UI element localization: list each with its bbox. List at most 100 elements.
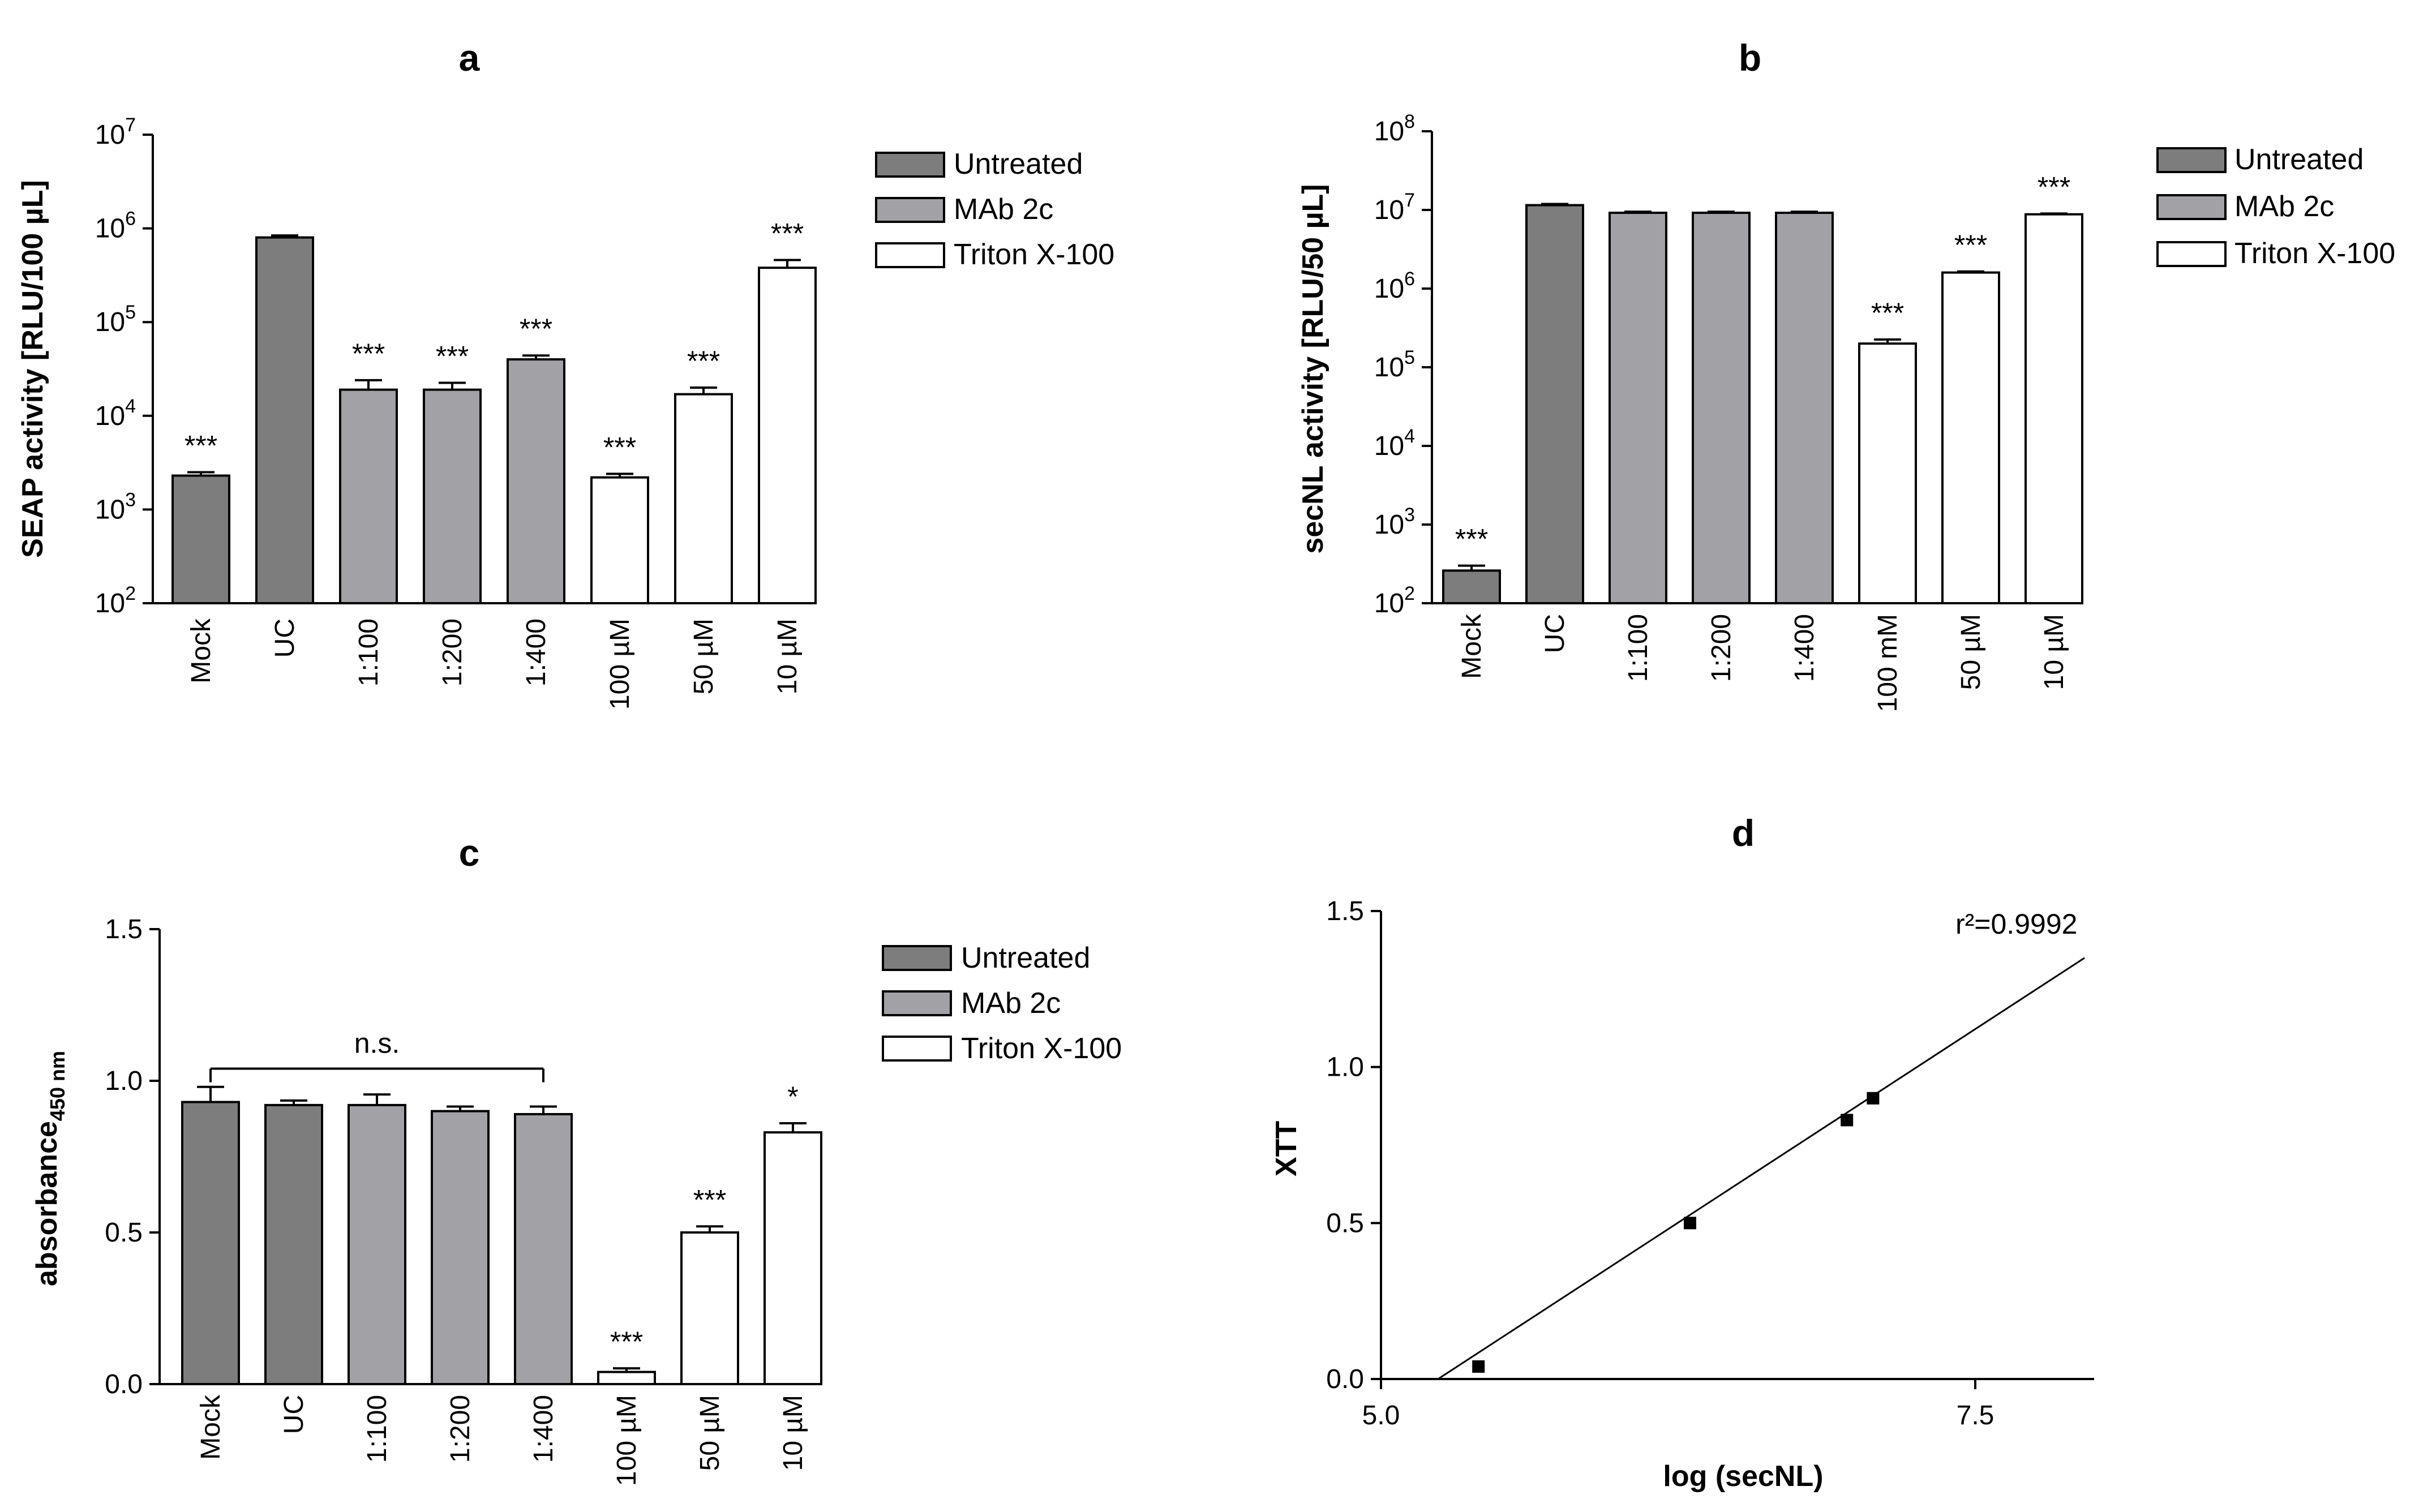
- tick-base: 10: [1374, 589, 1404, 618]
- panel-c-y-tick-label: 0.0: [105, 1369, 143, 1399]
- panel-b-category-label: 1:400: [1790, 614, 1820, 682]
- panel-a-y-tick-label: 106: [95, 208, 136, 244]
- panel-a-significance-marker: ***: [436, 340, 469, 372]
- panel-c-legend: Untreated MAb 2c Triton X-100: [882, 942, 1122, 1065]
- panel-a-significance-marker: ***: [520, 313, 552, 345]
- tick-exponent: 2: [1404, 583, 1415, 604]
- panel-c-category-label: Mock: [196, 1394, 226, 1460]
- panel-d-y-tick-label: 1.5: [1326, 896, 1364, 926]
- legend-swatch-triton: [2156, 241, 2227, 267]
- panel-b-bar-uc: [1525, 204, 1584, 604]
- panel-a-legend: Untreated MAb 2c Triton X-100: [875, 148, 1114, 271]
- panel-a-category-label: 1:400: [521, 618, 551, 686]
- panel-a-y-tick-label: 102: [95, 583, 136, 618]
- panel-b-category-label: 1:200: [1706, 614, 1736, 682]
- panel-b-bar-100-mm: [1858, 342, 1917, 605]
- panel-c-y-axis-title: absorbance450 nm: [31, 1051, 69, 1286]
- panel-a-bar-1-200: [423, 388, 482, 605]
- panel-a-category-label: 1:200: [437, 618, 467, 686]
- panel-a-title: a: [459, 37, 481, 79]
- tick-base: 10: [95, 214, 125, 244]
- panel-c-category-label: 10 µM: [778, 1395, 808, 1471]
- panel-d-data-point: [1867, 1092, 1880, 1105]
- panel-d-x-tick-label: 7.5: [1957, 1401, 1995, 1431]
- panel-d-y-tick-label: 0.5: [1326, 1208, 1364, 1238]
- tick-base: 10: [95, 307, 125, 337]
- panel-b-category-label: 100 mM: [1873, 614, 1903, 712]
- panel-a-bar-uc: [255, 236, 314, 604]
- panel-c-category-label: 50 µM: [695, 1395, 725, 1471]
- panel-b-bar-10-m: [2024, 213, 2083, 604]
- legend-label-untreated: Untreated: [2234, 143, 2364, 176]
- tick-base: 10: [1374, 274, 1404, 304]
- panel-b-category-label: UC: [1540, 614, 1570, 653]
- tick-exponent: 5: [1404, 347, 1415, 368]
- tick-base: 10: [95, 401, 125, 431]
- panel-c-absorbance-chart: c absorbance450 nm 0.0 0.5 1.0 1.5 Mock UC 1:…: [31, 832, 1122, 1486]
- panel-c-y-axis-title-main: absorbance: [31, 1121, 63, 1286]
- panel-c-y-tick-label: 1.0: [105, 1066, 143, 1096]
- panel-d-y-axis-title: XTT: [1270, 1121, 1303, 1176]
- panel-c-legend-mab: MAb 2c: [882, 987, 1061, 1020]
- panel-b-legend: Untreated MAb 2c Triton X-100: [2156, 143, 2395, 270]
- tick-exponent: 7: [125, 114, 136, 136]
- panel-a-bar-50-m: [674, 393, 733, 604]
- panel-a-y-tick-label: 107: [95, 114, 136, 150]
- panel-d-x-axis-title: log (secNL): [1663, 1460, 1823, 1493]
- panel-d-correlation-chart: d XTT log (secNL) r²=0.9992 0.0 0.5 1.0 1.5…: [1270, 812, 2094, 1493]
- tick-base: 10: [95, 589, 125, 618]
- panel-a-legend-mab: MAb 2c: [875, 193, 1053, 226]
- panel-b-title: b: [1739, 37, 1761, 79]
- panel-a-bar-1-100: [339, 388, 398, 605]
- panel-a-y-tick-label: 103: [95, 489, 136, 525]
- panel-a-significance-marker: ***: [352, 338, 385, 370]
- panel-b-significance-marker: ***: [2038, 171, 2070, 203]
- legend-swatch-untreated: [882, 945, 952, 971]
- panel-c-y-axis-title-sub: 450 nm: [46, 1051, 69, 1121]
- panel-c-bar-50-m: [680, 1231, 739, 1385]
- legend-label-triton: Triton X-100: [954, 238, 1114, 271]
- tick-base: 10: [1374, 431, 1404, 461]
- panel-b-secnl-chart: b secNL activity [RLU/50 µL] 10210310410…: [1297, 37, 2395, 712]
- panel-a-bar-mock: [171, 474, 230, 604]
- tick-base: 10: [95, 120, 125, 150]
- panel-b-legend-untreated: Untreated: [2156, 143, 2364, 176]
- panel-d-title: d: [1732, 812, 1755, 854]
- legend-swatch-mab: [2156, 194, 2227, 220]
- panel-b-legend-mab: MAb 2c: [2156, 190, 2334, 223]
- panel-a-seap-chart: a SEAP activity [RLU/100 µL] 10210310410…: [16, 37, 1114, 710]
- tick-exponent: 3: [1404, 504, 1415, 526]
- panel-a-legend-triton: Triton X-100: [875, 238, 1114, 271]
- panel-a-bar-10-m: [758, 267, 817, 604]
- tick-base: 10: [1374, 195, 1404, 225]
- panel-d-x-tick-label: 5.0: [1362, 1401, 1400, 1431]
- panel-c-bar-1-200: [431, 1110, 490, 1385]
- panel-d-y-tick-label: 1.0: [1326, 1053, 1364, 1083]
- panel-d-data-point: [1684, 1217, 1696, 1230]
- legend-label-triton: Triton X-100: [961, 1032, 1122, 1065]
- panel-a-legend-untreated: Untreated: [875, 148, 1083, 181]
- panel-b-category-label: 1:100: [1623, 614, 1653, 682]
- legend-label-mab: MAb 2c: [954, 193, 1053, 226]
- panel-c-title: c: [459, 832, 480, 874]
- legend-label-triton: Triton X-100: [2234, 237, 2395, 270]
- tick-base: 10: [1374, 117, 1404, 147]
- panel-b-bar-1-400: [1775, 212, 1834, 604]
- legend-swatch-triton: [882, 1036, 952, 1062]
- panel-b-bar-1-200: [1692, 212, 1751, 604]
- panel-d-y-tick-label: 0.0: [1326, 1364, 1364, 1394]
- panel-b-y-tick-label: 108: [1374, 111, 1415, 147]
- panel-c-bar-mock: [181, 1101, 240, 1386]
- panel-a-category-label: UC: [270, 618, 300, 658]
- panel-a-significance-marker: ***: [603, 431, 636, 463]
- panel-d-data-point: [1841, 1114, 1854, 1127]
- tick-base: 10: [1374, 353, 1404, 383]
- panel-b-y-axis-title: secNL activity [RLU/50 µL]: [1297, 184, 1329, 553]
- panel-b-significance-marker: ***: [1871, 297, 1904, 329]
- tick-base: 10: [95, 495, 125, 525]
- panel-b-category-label: 10 µM: [2039, 614, 2069, 690]
- panel-d-data-point: [1472, 1360, 1485, 1373]
- tick-exponent: 2: [125, 583, 136, 604]
